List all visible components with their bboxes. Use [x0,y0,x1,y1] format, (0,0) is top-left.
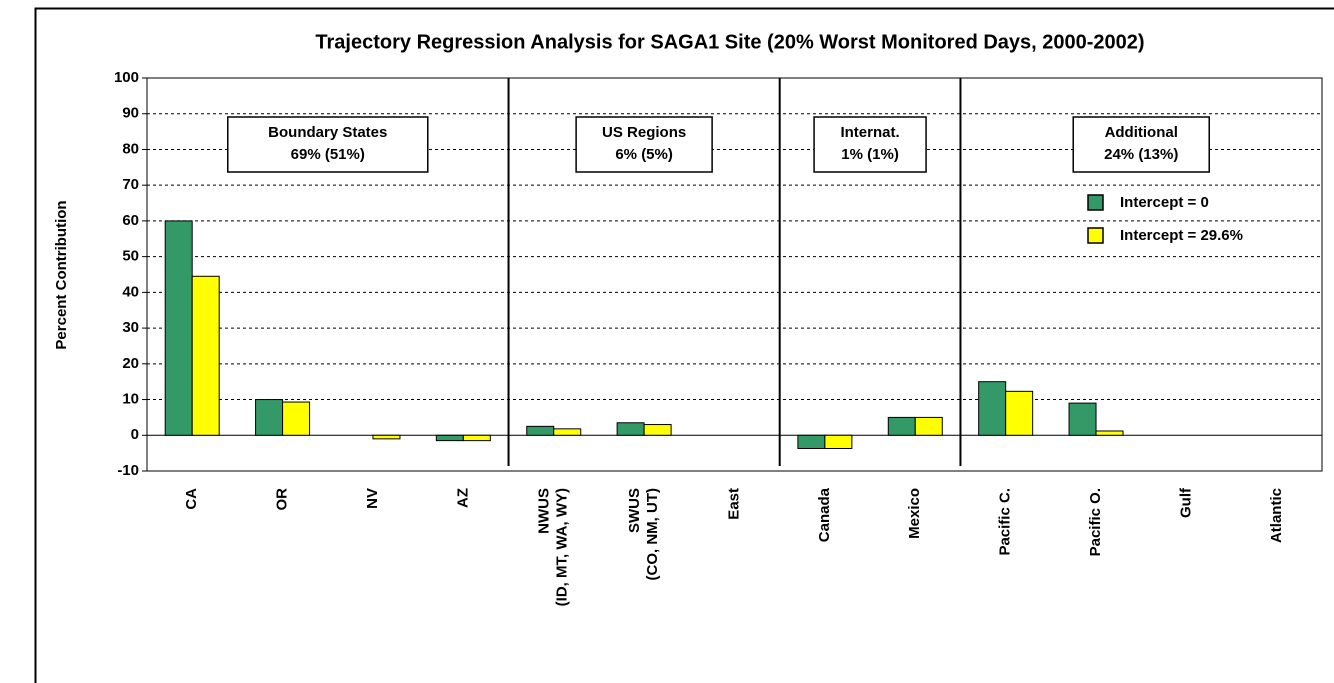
bar [191,275,220,436]
group-title: US Regions [602,124,686,141]
x-tick-label: Mexico [906,488,923,539]
group-box [813,116,927,173]
bar [616,422,645,436]
y-tick-label: 0 [131,426,139,443]
bar [978,381,1007,436]
bar [1005,390,1034,436]
x-tick-label: East [725,488,742,520]
group-text: 1% (1%) [841,146,899,163]
bar [797,434,826,449]
bar [255,399,284,436]
y-tick-label: -10 [117,462,139,479]
y-tick-label: 80 [122,140,139,157]
bar [1095,430,1124,436]
legend-label: Intercept = 29.6% [1120,227,1243,244]
group-box [575,116,713,173]
y-tick-label: 20 [122,355,139,372]
group-text: 69% (51%) [291,146,365,163]
bar [282,401,311,436]
bar [164,220,193,436]
bar [553,428,582,436]
bar [643,424,672,436]
group-title: Additional [1105,124,1178,141]
bar [462,434,491,442]
x-tick-label: NV [364,488,381,509]
group-box [227,116,429,173]
x-tick-label: Atlantic [1268,488,1285,543]
legend-label: Intercept = 0 [1120,194,1209,211]
x-tick-label: Gulf [1177,487,1194,518]
y-tick-label: 10 [122,391,139,408]
bar [824,434,853,449]
group-box [1072,116,1210,173]
x-tick-label: Pacific O. [1087,488,1104,556]
x-tick-label: CA [183,488,200,510]
group-title: Internat. [840,124,899,141]
group-text: 24% (13%) [1104,146,1178,163]
legend-swatch [1087,194,1104,211]
x-tick-label: NWUS [536,488,553,534]
chart-title: Trajectory Regression Analysis for SAGA1… [315,31,1144,53]
x-tick-label: (ID, MT, WA, WY) [554,488,571,606]
bar [372,434,401,440]
group-title: Boundary States [268,124,387,141]
bar [887,416,916,436]
x-tick-label: Canada [816,487,833,542]
y-tick-label: 90 [122,105,139,122]
x-tick-label: (CO, NM, UT) [644,488,661,580]
y-tick-label: 100 [114,69,139,86]
y-axis-label: Percent Contribution [53,200,70,349]
group-text: 6% (5%) [615,146,673,163]
frame [34,7,1334,683]
legend-swatch [1087,227,1104,244]
bar [914,416,943,436]
x-tick-label: SWUS [626,488,643,533]
y-tick-label: 30 [122,319,139,336]
bar [526,425,555,436]
bar [435,434,464,442]
x-tick-label: AZ [454,488,471,508]
y-tick-label: 70 [122,176,139,193]
bar [1068,402,1097,436]
y-tick-label: 60 [122,212,139,229]
y-tick-label: 40 [122,283,139,300]
y-tick-label: 50 [122,248,139,265]
x-tick-label: Pacific C. [997,488,1014,556]
x-tick-label: OR [274,488,291,511]
